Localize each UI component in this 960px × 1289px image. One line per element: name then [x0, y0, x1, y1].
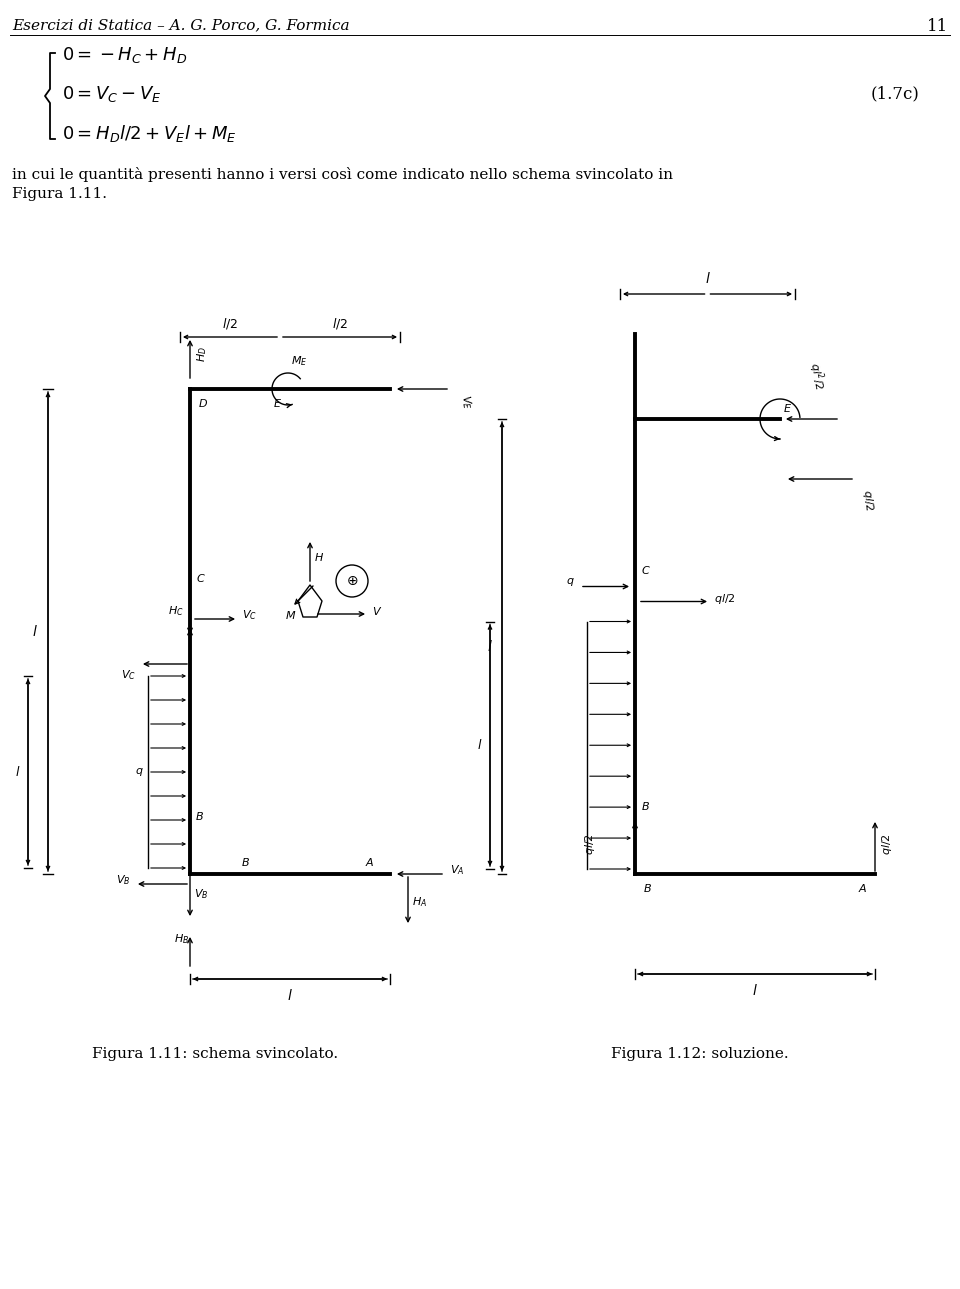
Text: $l$: $l$ — [287, 987, 293, 1003]
Text: $l$: $l$ — [752, 984, 757, 998]
Text: $l$: $l$ — [705, 271, 710, 286]
Text: (1.7c): (1.7c) — [871, 85, 920, 103]
Text: $B$: $B$ — [643, 882, 652, 895]
Text: $ql/2$: $ql/2$ — [714, 592, 735, 606]
Text: $A$: $A$ — [366, 856, 374, 867]
Text: $E$: $E$ — [783, 402, 792, 414]
Text: $ql/2$: $ql/2$ — [583, 833, 597, 855]
Text: $l/2$: $l/2$ — [222, 316, 238, 331]
Text: $C$: $C$ — [641, 565, 651, 576]
Text: $M$: $M$ — [285, 608, 296, 621]
Text: $E$: $E$ — [274, 397, 282, 409]
Text: in cui le quantità presenti hanno i versi così come indicato nello schema svinco: in cui le quantità presenti hanno i vers… — [12, 168, 673, 182]
Text: $q$: $q$ — [566, 576, 575, 589]
Text: $0 = V_C - V_E$: $0 = V_C - V_E$ — [62, 84, 161, 104]
Text: $l/2$: $l/2$ — [332, 316, 348, 331]
Text: $0 = -H_C + H_D$: $0 = -H_C + H_D$ — [62, 45, 187, 64]
Text: $0 = H_D l/2 + V_E l + M_E$: $0 = H_D l/2 + V_E l + M_E$ — [62, 122, 236, 143]
Text: $H_B$: $H_B$ — [175, 932, 190, 946]
Text: Figura 1.11.: Figura 1.11. — [12, 187, 107, 201]
Text: $B$: $B$ — [241, 856, 250, 867]
Text: $V_B$: $V_B$ — [115, 873, 130, 887]
Text: Esercizi di Statica – A. G. Porco, G. Formica: Esercizi di Statica – A. G. Porco, G. Fo… — [12, 18, 349, 32]
Text: $M_E$: $M_E$ — [291, 354, 307, 367]
Text: $ql^2/2$: $ql^2/2$ — [805, 361, 828, 391]
Text: $V_C$: $V_C$ — [121, 668, 136, 682]
Text: $B$: $B$ — [195, 809, 204, 822]
Text: $H$: $H$ — [314, 550, 324, 563]
Text: $V_E$: $V_E$ — [458, 394, 474, 411]
Text: $\oplus$: $\oplus$ — [346, 574, 358, 588]
Text: $H_C$: $H_C$ — [168, 605, 184, 617]
Text: $l$: $l$ — [488, 639, 493, 654]
Text: $H_A$: $H_A$ — [412, 895, 427, 909]
Text: $B$: $B$ — [641, 800, 650, 812]
Text: 11: 11 — [926, 18, 948, 35]
Text: $q$: $q$ — [135, 766, 144, 779]
Text: Figura 1.11: schema svincolato.: Figura 1.11: schema svincolato. — [92, 1047, 338, 1061]
Text: Figura 1.12: soluzione.: Figura 1.12: soluzione. — [612, 1047, 789, 1061]
Text: $V_B$: $V_B$ — [194, 887, 208, 901]
Text: $V_C$: $V_C$ — [242, 608, 257, 621]
Text: $ql/2$: $ql/2$ — [860, 489, 876, 512]
Text: $V_A$: $V_A$ — [450, 864, 465, 877]
Text: $A$: $A$ — [857, 882, 867, 895]
Text: $l$: $l$ — [476, 739, 482, 753]
Text: $ql/2$: $ql/2$ — [880, 833, 894, 855]
Text: $D$: $D$ — [198, 397, 208, 409]
Text: $l$: $l$ — [14, 764, 20, 779]
Text: $V$: $V$ — [372, 605, 382, 617]
Text: $C$: $C$ — [196, 572, 205, 584]
Text: $H_D$: $H_D$ — [195, 345, 209, 362]
Text: $l$: $l$ — [33, 624, 38, 639]
